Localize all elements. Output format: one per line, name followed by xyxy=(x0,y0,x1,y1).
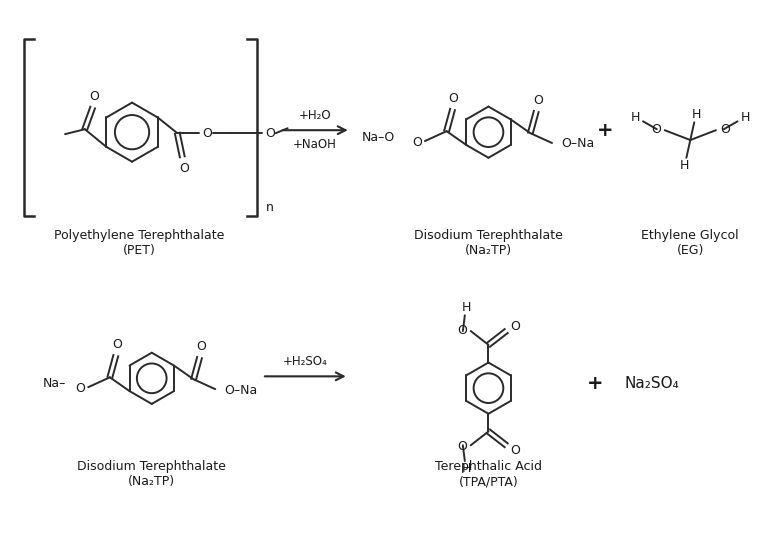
Text: +: + xyxy=(597,121,613,140)
Text: O: O xyxy=(457,324,467,337)
Text: H: H xyxy=(630,111,640,124)
Text: +NaOH: +NaOH xyxy=(293,138,337,151)
Text: O: O xyxy=(112,338,122,351)
Text: O: O xyxy=(202,127,212,140)
Text: O: O xyxy=(457,440,467,453)
Text: Polyethylene Terephthalate: Polyethylene Terephthalate xyxy=(54,229,224,242)
Text: O: O xyxy=(76,381,85,394)
Text: H: H xyxy=(679,159,689,172)
Text: O–Na: O–Na xyxy=(561,137,594,150)
Text: H: H xyxy=(740,111,750,124)
Text: O: O xyxy=(533,94,543,107)
Text: O: O xyxy=(197,340,206,353)
Text: O: O xyxy=(651,123,661,136)
Text: Terephthalic Acid: Terephthalic Acid xyxy=(435,460,542,473)
Text: Disodium Terephthalate: Disodium Terephthalate xyxy=(77,460,226,473)
Text: H: H xyxy=(462,301,472,314)
Text: +H₂SO₄: +H₂SO₄ xyxy=(283,355,328,368)
Text: (PET): (PET) xyxy=(123,244,155,257)
Text: +: + xyxy=(587,374,603,393)
Text: H: H xyxy=(462,463,472,476)
Text: O: O xyxy=(510,320,520,333)
Text: H: H xyxy=(691,108,701,121)
Text: O–Na: O–Na xyxy=(224,384,258,397)
Text: O: O xyxy=(180,162,189,175)
Text: O: O xyxy=(412,135,422,149)
Text: Ethylene Glycol: Ethylene Glycol xyxy=(641,229,739,242)
Text: Disodium Terephthalate: Disodium Terephthalate xyxy=(414,229,563,242)
Text: (TPA/PTA): (TPA/PTA) xyxy=(458,475,519,488)
Text: (EG): (EG) xyxy=(676,244,704,257)
Text: O: O xyxy=(448,92,458,105)
Text: O: O xyxy=(265,127,275,140)
Text: O: O xyxy=(510,444,520,457)
Text: Na–: Na– xyxy=(43,377,66,390)
Text: (Na₂TP): (Na₂TP) xyxy=(465,244,512,257)
Text: n: n xyxy=(266,201,274,214)
Text: O: O xyxy=(720,123,729,136)
Text: +H₂O: +H₂O xyxy=(299,109,331,122)
Text: Na₂SO₄: Na₂SO₄ xyxy=(624,376,679,391)
Text: O: O xyxy=(90,90,100,103)
Text: (Na₂TP): (Na₂TP) xyxy=(128,475,175,488)
Text: Na–O: Na–O xyxy=(362,130,395,143)
